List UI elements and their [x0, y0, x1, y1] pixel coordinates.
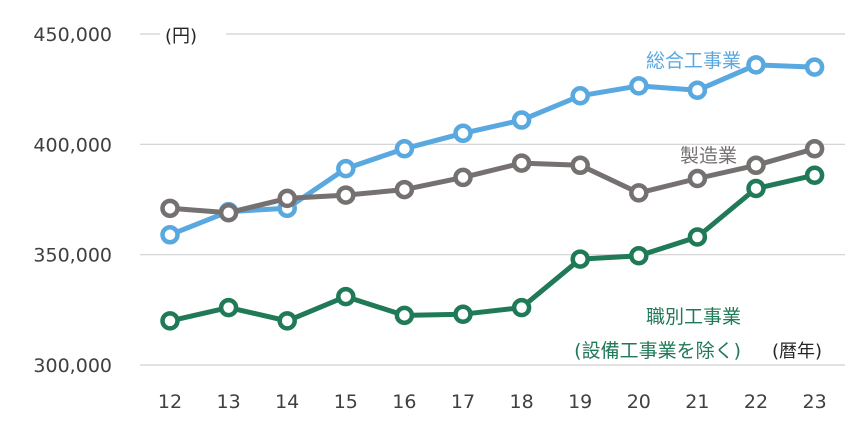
data-point — [511, 110, 532, 130]
x-tick-label: 22 — [744, 391, 768, 413]
data-point — [218, 297, 239, 318]
y-unit-backdrop — [160, 20, 226, 48]
data-point — [160, 225, 180, 245]
data-point — [277, 311, 297, 331]
data-point — [687, 80, 708, 101]
series-line — [167, 146, 818, 216]
y-tick-label: 400,000 — [33, 134, 112, 156]
data-point — [336, 286, 356, 307]
series — [160, 55, 825, 331]
series-label: 総合工事業 — [646, 50, 741, 72]
data-point — [160, 311, 180, 331]
data-point — [394, 305, 415, 326]
x-tick-label: 12 — [158, 391, 182, 413]
x-tick-label: 21 — [685, 391, 709, 413]
x-tick-label: 16 — [392, 391, 416, 413]
data-point — [804, 138, 825, 159]
y-tick-label: 300,000 — [33, 355, 112, 377]
y-axis-ticks: 300,000 350,000 400,000 450,000 — [33, 24, 112, 377]
x-tick-label: 19 — [568, 391, 592, 413]
x-tick-label: 17 — [451, 391, 475, 413]
data-point — [746, 178, 766, 199]
data-point — [277, 188, 297, 209]
data-point — [394, 179, 415, 200]
data-point — [453, 167, 473, 188]
data-point — [570, 155, 590, 176]
series-line — [167, 62, 818, 238]
data-point — [629, 183, 649, 203]
x-tick-label: 13 — [217, 391, 241, 413]
x-tick-label: 20 — [627, 391, 651, 413]
gridlines — [140, 33, 845, 366]
series-group — [160, 165, 825, 331]
data-point — [336, 158, 356, 179]
series-label: (設備工事業を除く) — [574, 340, 741, 362]
data-point — [453, 304, 473, 324]
data-point — [511, 297, 532, 318]
data-point — [160, 198, 180, 219]
data-point — [336, 185, 356, 205]
data-point — [746, 55, 766, 75]
data-point — [629, 76, 649, 96]
x-tick-label: 14 — [275, 391, 299, 413]
series-group — [160, 138, 825, 223]
x-axis-ticks: 12 13 14 15 16 17 18 19 20 21 22 23 — [158, 391, 827, 413]
data-point — [394, 138, 415, 159]
x-tick-label: 15 — [334, 391, 358, 413]
y-axis-unit-label: (円) — [165, 26, 197, 47]
x-tick-label: 18 — [510, 391, 534, 413]
x-tick-label: 23 — [803, 391, 827, 413]
data-point — [804, 165, 825, 185]
x-axis-unit-label: (暦年) — [772, 341, 822, 362]
series-line — [167, 172, 818, 324]
data-point — [453, 123, 473, 144]
data-point — [218, 202, 239, 223]
data-point — [746, 155, 766, 176]
data-point — [511, 153, 532, 173]
series-label: 製造業 — [680, 145, 737, 167]
y-tick-label: 450,000 — [33, 24, 112, 46]
data-point — [804, 57, 825, 77]
y-tick-label: 350,000 — [33, 245, 112, 267]
data-point — [570, 249, 590, 269]
data-point — [687, 168, 708, 189]
series-label: 職別工事業 — [646, 306, 741, 328]
data-point — [629, 246, 649, 266]
data-point — [687, 227, 708, 247]
data-point — [570, 86, 590, 106]
